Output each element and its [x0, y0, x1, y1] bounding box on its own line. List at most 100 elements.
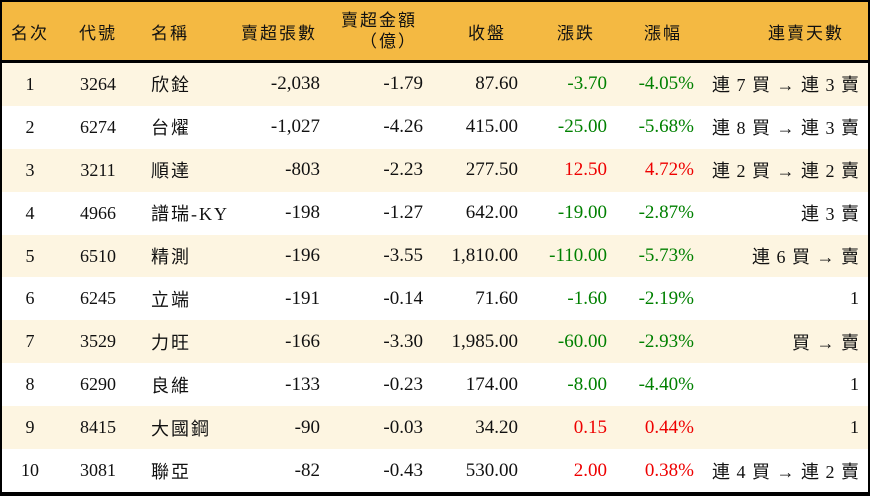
name-cell: 聯亞 — [151, 461, 191, 482]
rank-cell: 2 — [25, 116, 35, 137]
change-pct-cell: -5.68% — [638, 116, 694, 138]
streak-cell: 連 4 買 → 連 2 賣 — [712, 461, 860, 482]
change-cell: -8.00 — [567, 373, 607, 395]
code-cell: 8415 — [80, 417, 116, 438]
rank-cell: 7 — [25, 331, 35, 352]
streak-cell: 連 2 買 → 連 2 賣 — [712, 161, 860, 182]
table-row: 4 4966 譜瑞-KY -198 -1.27 642.00 -19.00 -2… — [2, 191, 868, 235]
rank-cell: 6 — [25, 288, 35, 309]
streak-cell: 連 7 買 → 連 3 賣 — [712, 75, 860, 96]
code-cell: 3211 — [80, 159, 116, 180]
change-pct-cell: -2.19% — [638, 287, 694, 309]
change-pct-cell: -2.87% — [638, 202, 694, 224]
header-change: 漲跌 — [518, 2, 607, 63]
table-body: 1 3264 欣銓 -2,038 -1.79 87.60 -3.70 -4.05… — [2, 61, 868, 492]
header-sell-amount-line1: 賣超金額 — [341, 10, 417, 30]
streak-cell: 連 3 賣 — [801, 204, 860, 225]
close-cell: 642.00 — [465, 202, 518, 224]
change-pct-cell: -4.05% — [638, 73, 694, 95]
sell-amount-cell: -3.30 — [383, 330, 423, 352]
change-cell: -60.00 — [557, 330, 607, 352]
header-change-pct: 漲幅 — [607, 2, 694, 63]
change-pct-cell: -5.73% — [638, 245, 694, 267]
sell-amount-cell: -3.55 — [383, 245, 423, 267]
rank-cell: 3 — [25, 159, 35, 180]
sell-volume-cell: -90 — [294, 416, 320, 438]
close-cell: 530.00 — [465, 459, 518, 481]
sell-amount-cell: -1.79 — [383, 73, 423, 95]
sell-amount-cell: -0.23 — [383, 373, 423, 395]
change-cell: -3.70 — [567, 73, 607, 95]
close-cell: 277.50 — [465, 159, 518, 181]
name-cell: 精測 — [151, 247, 191, 268]
streak-cell: 連 6 買 → 賣 — [752, 247, 860, 268]
sell-volume-cell: -133 — [285, 373, 320, 395]
close-cell: 71.60 — [475, 287, 518, 309]
change-cell: 2.00 — [573, 459, 607, 481]
change-pct-cell: 0.44% — [644, 416, 694, 438]
sell-volume-cell: -198 — [285, 202, 320, 224]
name-cell: 良維 — [151, 375, 191, 396]
sell-volume-cell: -82 — [294, 459, 320, 481]
sell-amount-cell: -0.14 — [383, 287, 423, 309]
close-cell: 415.00 — [465, 116, 518, 138]
streak-cell: 1 — [850, 417, 860, 438]
code-cell: 4966 — [80, 202, 116, 223]
name-cell: 大國鋼 — [151, 418, 211, 439]
name-cell: 立端 — [151, 289, 191, 310]
close-cell: 87.60 — [475, 73, 518, 95]
table-row: 8 6290 良維 -133 -0.23 174.00 -8.00 -4.40%… — [2, 363, 868, 407]
code-cell: 6274 — [80, 116, 116, 137]
code-cell: 6510 — [80, 245, 116, 266]
change-pct-cell: -4.40% — [638, 373, 694, 395]
table-row: 3 3211 順達 -803 -2.23 277.50 12.50 4.72% … — [2, 148, 868, 192]
sell-amount-cell: -0.43 — [383, 459, 423, 481]
sell-volume-cell: -166 — [285, 330, 320, 352]
rank-cell: 5 — [25, 245, 35, 266]
sell-amount-cell: -0.03 — [383, 416, 423, 438]
streak-cell: 連 8 買 → 連 3 賣 — [712, 118, 860, 139]
rank-cell: 1 — [25, 73, 35, 94]
change-cell: -25.00 — [557, 116, 607, 138]
header-streak: 連賣天數 — [694, 2, 868, 63]
close-cell: 1,985.00 — [451, 330, 519, 352]
code-cell: 3081 — [80, 460, 116, 481]
header-code: 代號 — [58, 2, 138, 63]
table-header: 名次 代號 名稱 賣超張數 賣超金額 （億） 收盤 漲跌 漲幅 連賣天數 — [2, 2, 868, 63]
close-cell: 174.00 — [465, 373, 518, 395]
header-close: 收盤 — [423, 2, 518, 63]
table-row: 6 6245 立端 -191 -0.14 71.60 -1.60 -2.19% … — [2, 277, 868, 321]
header-rank: 名次 — [2, 2, 58, 63]
table-row: 9 8415 大國鋼 -90 -0.03 34.20 0.15 0.44% 1 — [2, 406, 868, 450]
header-name: 名稱 — [138, 2, 234, 63]
rank-cell: 9 — [25, 417, 35, 438]
change-pct-cell: 0.38% — [644, 459, 694, 481]
name-cell: 台燿 — [151, 118, 191, 139]
table-row: 1 3264 欣銓 -2,038 -1.79 87.60 -3.70 -4.05… — [2, 61, 868, 106]
header-row: 名次 代號 名稱 賣超張數 賣超金額 （億） 收盤 漲跌 漲幅 連賣天數 — [2, 2, 868, 63]
table-row: 2 6274 台燿 -1,027 -4.26 415.00 -25.00 -5.… — [2, 105, 868, 149]
header-sell-amount-line2: （億） — [360, 32, 417, 51]
header-sell-amount: 賣超金額 （億） — [320, 2, 423, 63]
header-sell-volume: 賣超張數 — [234, 2, 320, 63]
change-cell: -19.00 — [557, 202, 607, 224]
name-cell: 譜瑞-KY — [151, 204, 229, 225]
change-cell: -110.00 — [549, 245, 607, 267]
code-cell: 3529 — [80, 331, 116, 352]
sell-amount-cell: -4.26 — [383, 116, 423, 138]
rank-cell: 8 — [25, 374, 35, 395]
code-cell: 3264 — [80, 73, 116, 94]
code-cell: 6245 — [80, 288, 116, 309]
change-cell: 12.50 — [564, 159, 607, 181]
table-row: 5 6510 精測 -196 -3.55 1,810.00 -110.00 -5… — [2, 234, 868, 278]
sell-volume-cell: -803 — [285, 159, 320, 181]
close-cell: 34.20 — [475, 416, 518, 438]
change-pct-cell: -2.93% — [638, 330, 694, 352]
streak-cell: 1 — [850, 288, 860, 309]
streak-cell: 買 → 賣 — [792, 332, 860, 353]
rank-cell: 10 — [21, 460, 39, 481]
sell-volume-cell: -191 — [285, 287, 320, 309]
table-row: 10 3081 聯亞 -82 -0.43 530.00 2.00 0.38% 連… — [2, 449, 868, 492]
name-cell: 力旺 — [151, 332, 191, 353]
